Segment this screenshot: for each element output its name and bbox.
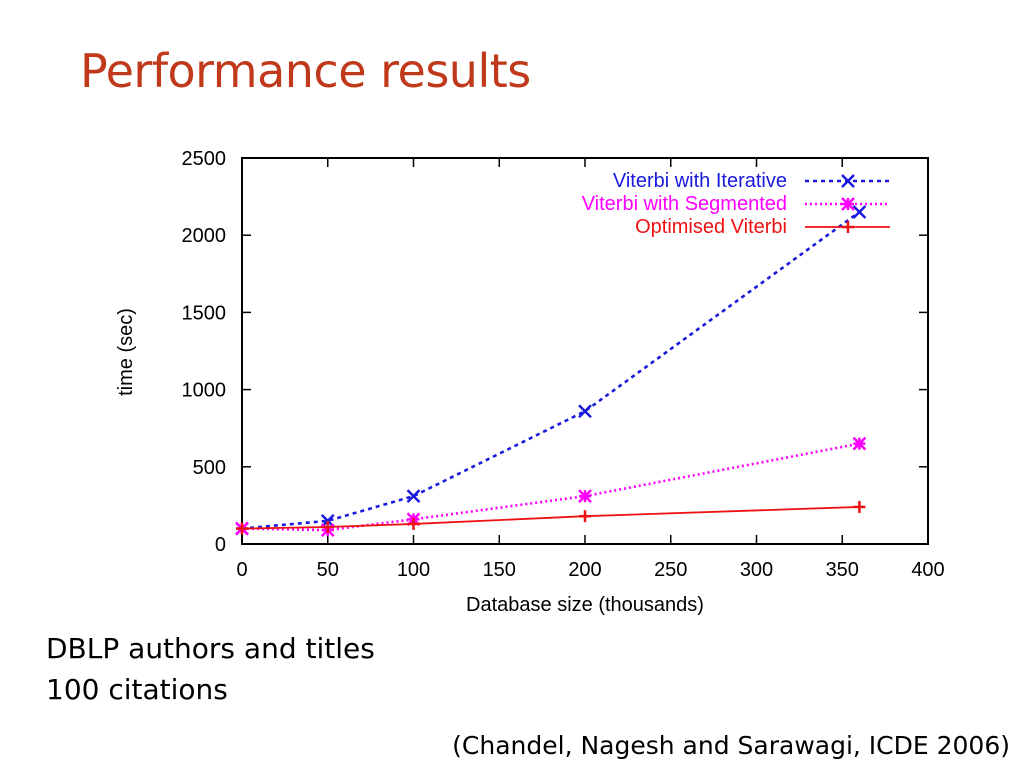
data-point xyxy=(236,522,248,535)
x-tick-label: 150 xyxy=(483,559,516,581)
y-tick-label: 500 xyxy=(193,457,226,479)
y-tick-label: 2500 xyxy=(182,148,227,170)
data-point xyxy=(578,489,592,504)
x-tick-label: 200 xyxy=(568,559,601,581)
axes: 0 50 100 150 200 250 300 350 400 0 500 1000 1500 2000… xyxy=(182,148,945,581)
x-tick-label: 0 xyxy=(236,559,247,581)
caption-line-dataset: DBLP authors and titles xyxy=(46,632,375,665)
caption-line-citations: 100 citations xyxy=(46,673,228,706)
series-viterbi-with-iterative xyxy=(235,205,867,536)
source-citation: (Chandel, Nagesh and Sarawagi, ICDE 2006… xyxy=(452,731,1010,760)
data-point xyxy=(852,436,867,451)
x-tick-label: 100 xyxy=(397,559,430,581)
data-point xyxy=(852,205,867,219)
data-point xyxy=(407,517,420,530)
x-axis-label: Database size (thousands) xyxy=(466,594,704,616)
data-point xyxy=(578,404,592,419)
series-line xyxy=(241,210,861,530)
performance-chart: 0 50 100 150 200 250 300 350 400 0 500 1000 1500 2000… xyxy=(115,148,945,616)
legend-label: Viterbi with Segmented xyxy=(582,193,787,215)
legend-swatch-marker xyxy=(842,221,854,233)
series-optimised-viterbi xyxy=(236,500,866,535)
data-point xyxy=(406,489,421,504)
x-tick-label: 250 xyxy=(654,559,687,581)
legend-label: Viterbi with Iterative xyxy=(613,170,787,192)
y-tick-label: 1500 xyxy=(182,302,227,324)
y-tick-label: 0 xyxy=(215,534,226,556)
slide-title: Performance results xyxy=(80,44,531,98)
y-tick-label: 2000 xyxy=(182,225,227,247)
legend-swatch-marker xyxy=(841,174,855,188)
x-tick-label: 300 xyxy=(740,559,773,581)
x-tick-label: 50 xyxy=(317,559,339,581)
legend-label: Optimised Viterbi xyxy=(635,216,787,238)
series-line xyxy=(241,506,860,530)
x-tick-label: 350 xyxy=(826,559,859,581)
y-axis-label: time (sec) xyxy=(115,308,137,396)
legend-swatch-marker xyxy=(841,197,855,211)
data-point xyxy=(321,521,334,534)
plot-frame xyxy=(241,157,929,545)
data-point xyxy=(853,500,866,513)
y-tick-label: 1000 xyxy=(182,380,227,402)
x-tick-label: 400 xyxy=(911,559,944,581)
data-point xyxy=(579,510,591,523)
series-layer xyxy=(235,205,867,537)
